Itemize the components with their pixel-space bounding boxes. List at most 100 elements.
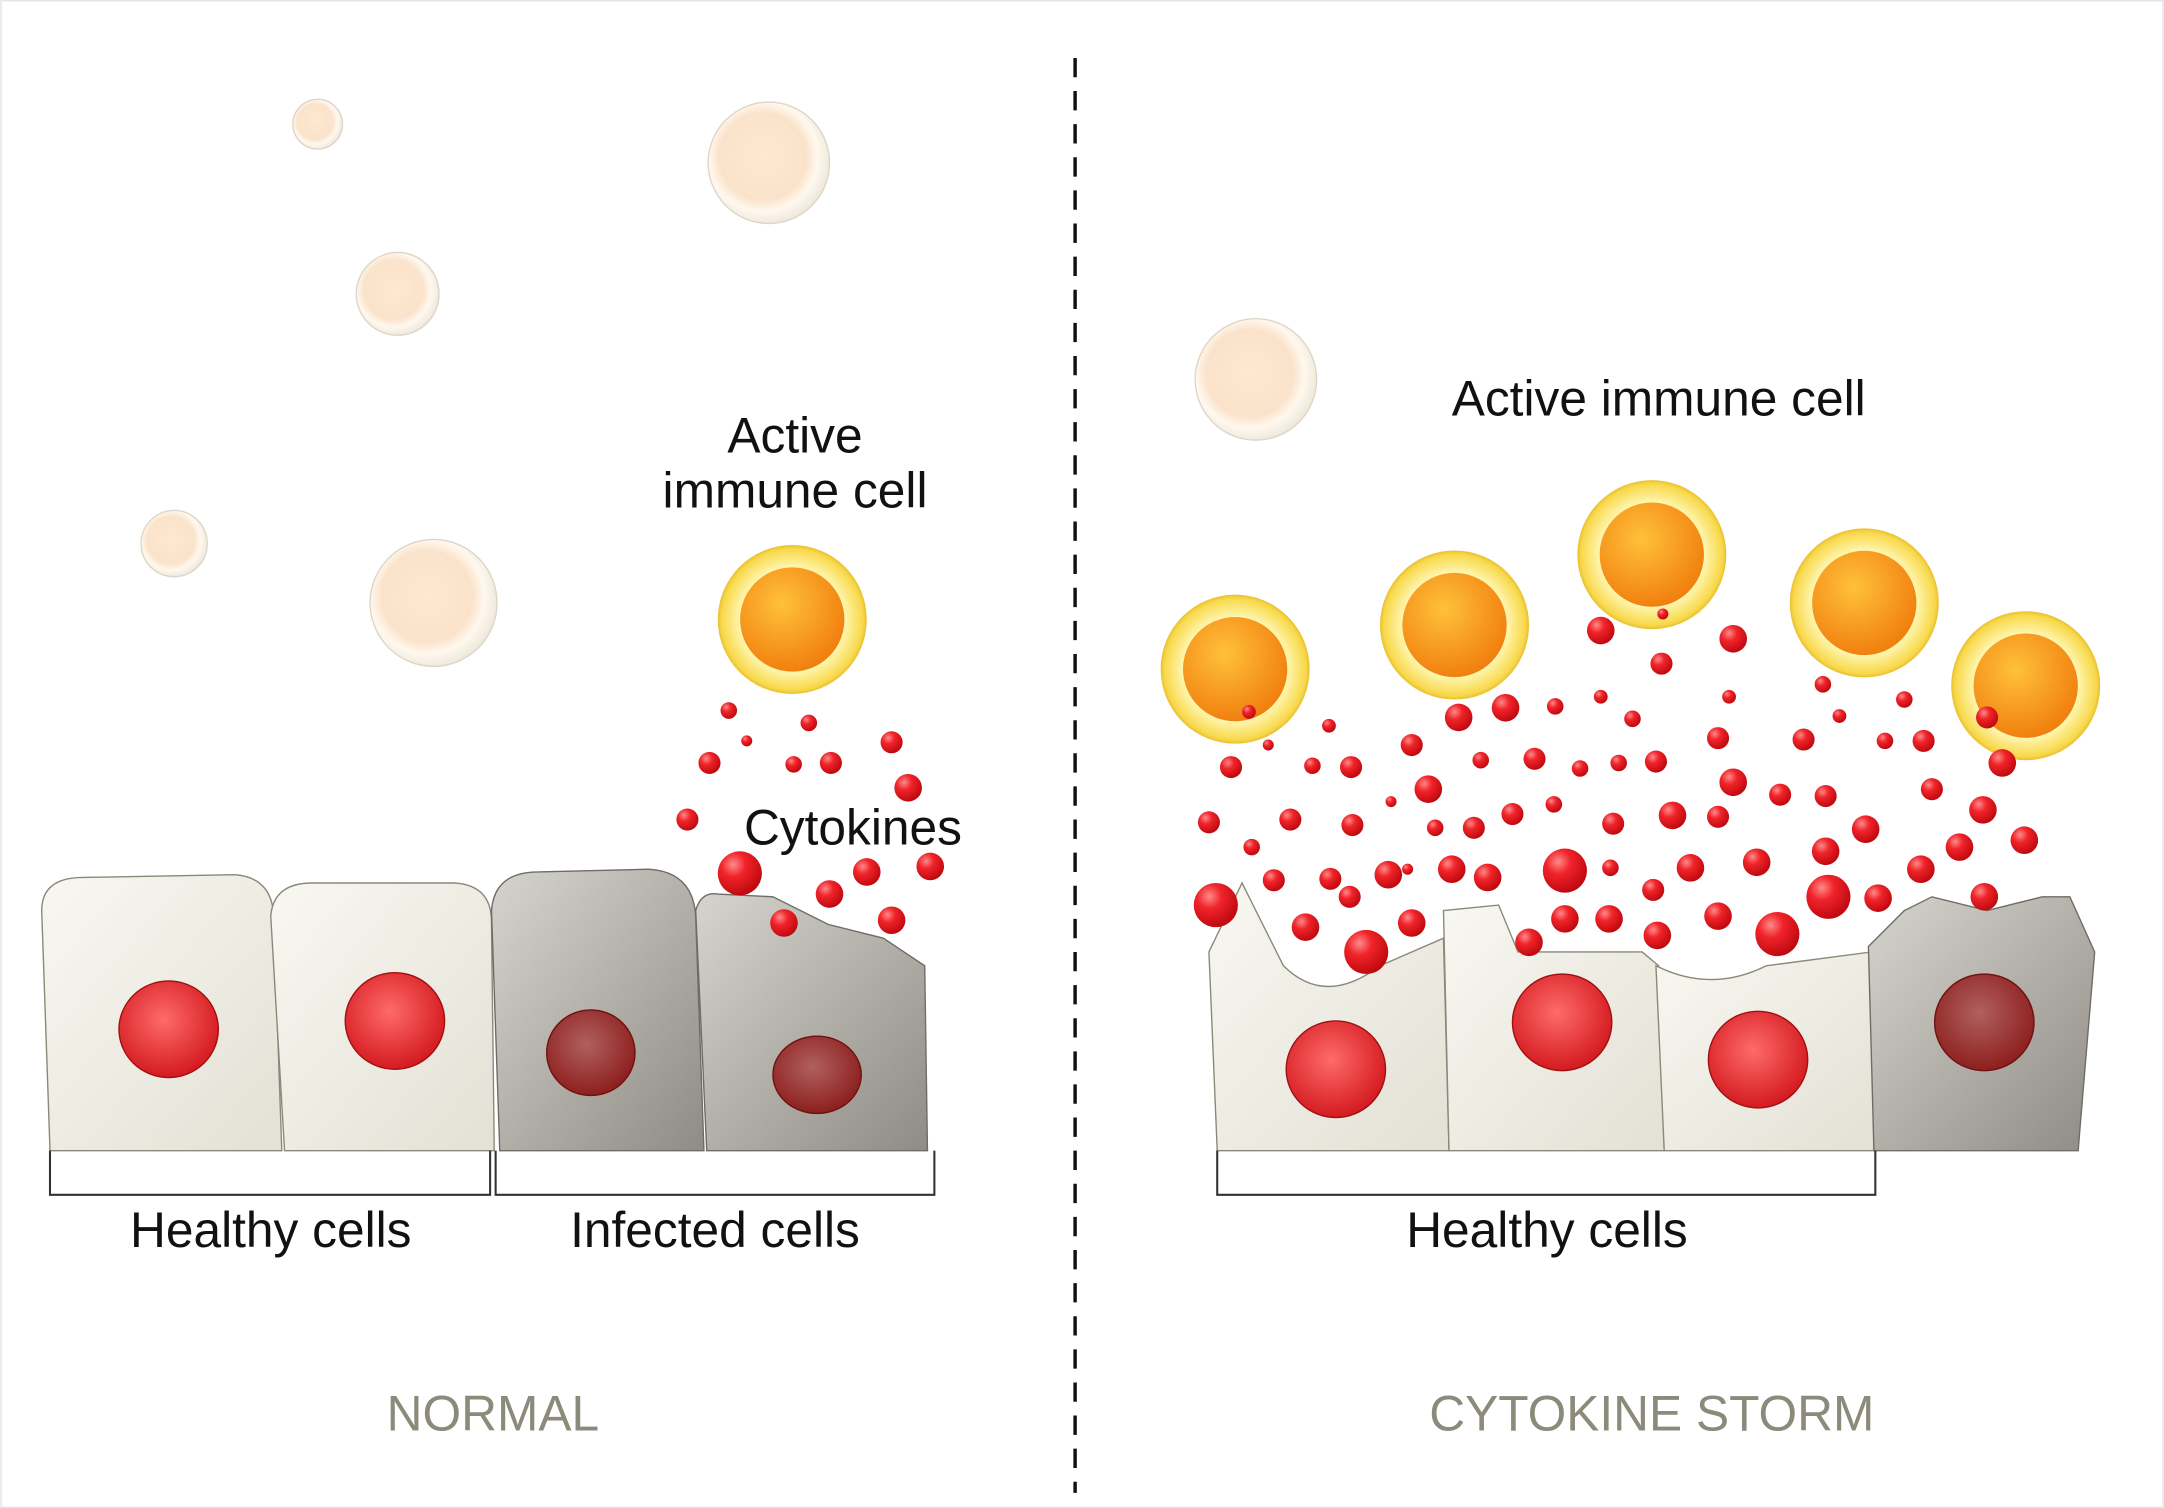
cytokine-particle (1414, 775, 1443, 803)
cytokine-particle (1472, 751, 1490, 769)
bracket-infected-normal (494, 1150, 936, 1196)
cytokine-particle (720, 702, 738, 719)
cytokine-particle (1340, 756, 1363, 779)
cytokine-particle (1792, 728, 1815, 751)
cytokine-particle (1400, 733, 1423, 757)
cytokine-particle (916, 852, 945, 881)
label-active-immune-cell-line2: immune cell (663, 463, 928, 519)
cytokine-particle (1706, 727, 1730, 750)
cytokine-particle (1501, 802, 1524, 826)
cytokine-particle (1243, 838, 1260, 856)
cytokine-particle (894, 774, 922, 802)
cytokine-particle (1338, 885, 1361, 908)
label-healthy-cells-normal: Healthy cells (130, 1202, 412, 1258)
cytokine-particle (1742, 848, 1771, 877)
cytokine-particle (1193, 883, 1238, 928)
cytokine-particle (1657, 608, 1669, 620)
cytokine-particle (741, 735, 753, 747)
nucleus (344, 971, 446, 1070)
cytokine-particle (1385, 796, 1397, 808)
cytokine-particles (676, 608, 2039, 975)
cytokine-particle (1197, 811, 1220, 834)
cytokine-particle (1969, 796, 1997, 824)
cytokine-particle (1473, 863, 1502, 892)
cytokine-particle (1491, 693, 1520, 722)
cytokine-particle (1876, 732, 1894, 750)
cytokine-particle (1976, 706, 1999, 729)
nucleus (1511, 973, 1613, 1072)
cytokine-particle (1722, 689, 1736, 704)
cytokine-particle (1523, 747, 1546, 770)
cytokine-particle (1814, 785, 1837, 808)
cytokine-particle (1444, 703, 1473, 732)
cytokine-particle (1920, 778, 1943, 801)
cytokine-particle (1515, 928, 1543, 957)
cytokine-particle (698, 751, 721, 775)
resting-immune-cell (369, 538, 498, 668)
cytokine-particle (1344, 929, 1389, 975)
cytokine-particle (1769, 783, 1792, 806)
cytokine-particle (1650, 652, 1673, 675)
active-immune-cell (1599, 502, 1704, 607)
cytokine-particle (880, 731, 903, 754)
cytokine-particle (1593, 689, 1608, 704)
cytokine-particle (2010, 826, 2039, 855)
infected-cell-damaged (694, 893, 929, 1152)
cytokine-particle (1262, 739, 1274, 751)
cytokine-particle (1595, 905, 1623, 933)
cytokine-particle (1624, 710, 1641, 728)
label-healthy-cells-storm: Healthy cells (1406, 1202, 1688, 1258)
active-immune-cell (1973, 633, 2078, 738)
cytokine-particle (1546, 698, 1564, 715)
cytokine-particle (1719, 624, 1748, 653)
cytokine-particle (1610, 754, 1627, 772)
cytokine-particle (1704, 902, 1732, 930)
cytokine-particle (1602, 859, 1619, 877)
cytokine-particle (1814, 676, 1832, 693)
cytokine-particle (1279, 808, 1302, 831)
cytokine-particle (785, 756, 802, 773)
cytokine-particle (1397, 909, 1426, 937)
storm-epithelium (1208, 881, 2096, 1152)
cytokine-particle (1970, 883, 1999, 911)
resting-immune-cell (1194, 318, 1318, 441)
cytokine-particle (1437, 855, 1466, 884)
label-infected-cells: Infected cells (570, 1202, 860, 1258)
resting-immune-cell (140, 509, 208, 578)
label-cytokines: Cytokines (744, 799, 962, 855)
active-immune-cell (1182, 616, 1288, 722)
nucleus (545, 1009, 636, 1097)
cytokine-particle (1851, 815, 1880, 843)
cytokine-particle (1676, 854, 1705, 882)
cytokine-particle (1291, 913, 1320, 941)
cytokine-particle (1402, 863, 1414, 875)
resting-immune-cells (140, 98, 1318, 668)
cytokine-particle (815, 880, 844, 908)
cytokine-particle (1832, 709, 1847, 723)
cytokine-particle (1545, 796, 1563, 813)
cytokine-particle (1719, 768, 1748, 797)
cytokine-particle (1806, 874, 1851, 919)
cytokine-particle (770, 909, 798, 937)
cytokine-particle (1896, 691, 1913, 708)
cytokine-particle (852, 858, 881, 886)
normal-epithelium (41, 868, 929, 1152)
cytokine-particle (676, 808, 699, 831)
cytokine-particle (1988, 749, 2017, 777)
cytokine-particle (717, 851, 762, 896)
cytokine-particle (800, 714, 818, 732)
caption-normal: NORMAL (387, 1386, 599, 1442)
nucleus (1285, 1020, 1387, 1119)
cytokine-particle (1242, 705, 1256, 719)
caption-cytokine-storm: CYTOKINE STORM (1429, 1386, 1874, 1442)
cytokine-particle (1219, 756, 1243, 779)
cytokine-particle (1426, 819, 1444, 837)
cytokine-particle (1542, 848, 1587, 893)
resting-immune-cell (355, 251, 440, 336)
bracket-healthy-storm (1216, 1150, 1877, 1196)
active-immune-cell (740, 567, 845, 672)
resting-immune-cell (292, 98, 344, 150)
cytokine-particle (1642, 878, 1665, 901)
label-active-immune-cell-storm: Active immune cell (1452, 370, 1866, 426)
